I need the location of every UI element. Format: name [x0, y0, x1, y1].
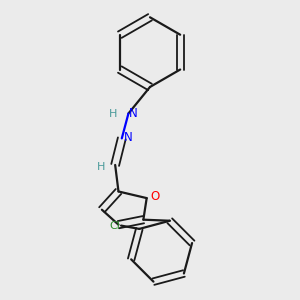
Text: N: N	[129, 107, 138, 120]
Text: H: H	[97, 162, 105, 172]
Text: H: H	[109, 109, 118, 118]
Text: N: N	[123, 130, 132, 144]
Text: O: O	[150, 190, 160, 203]
Text: Cl: Cl	[109, 220, 120, 231]
